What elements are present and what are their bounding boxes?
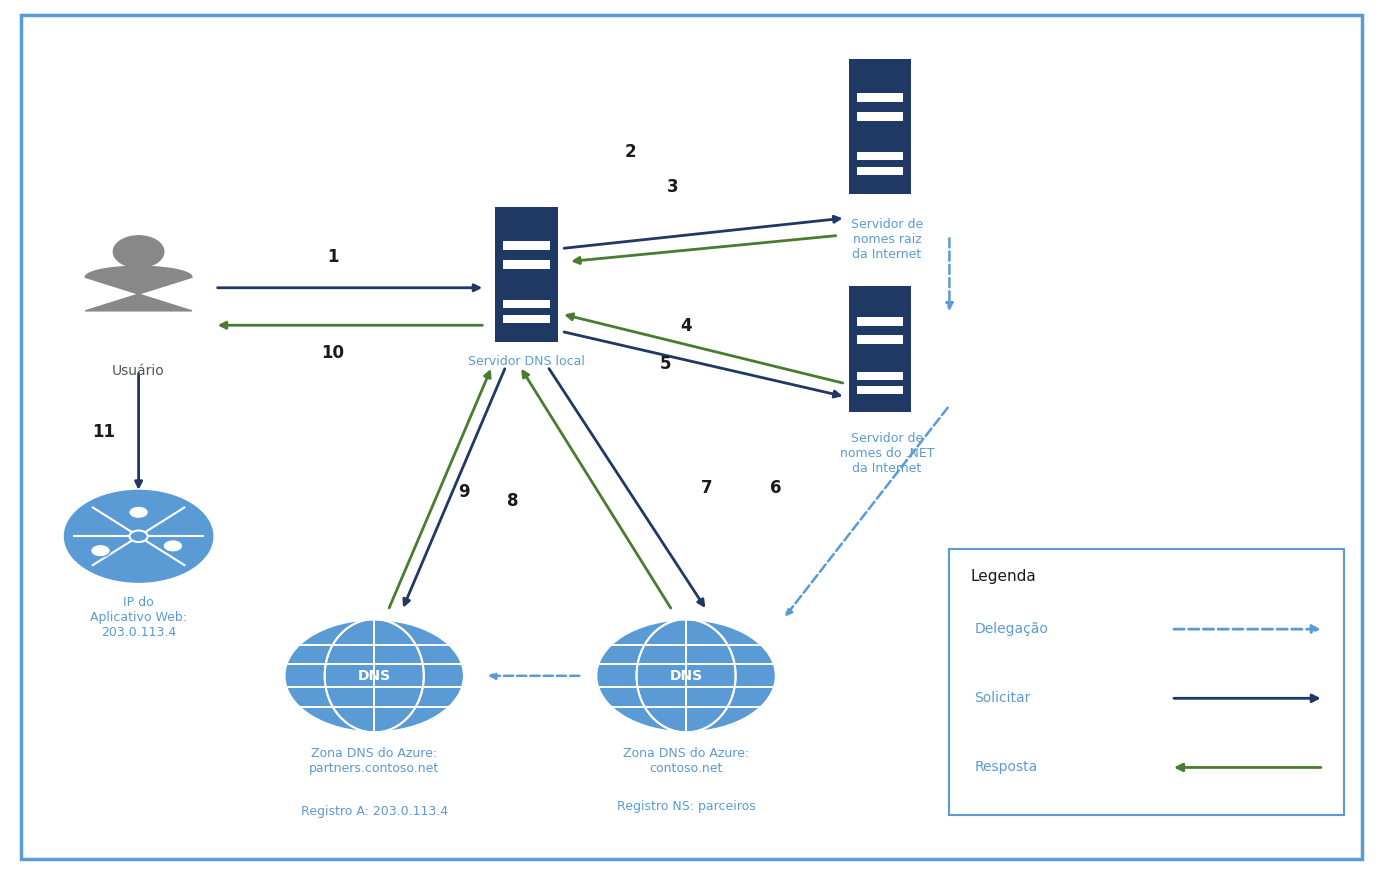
Text: Zona DNS do Azure:
contoso.net: Zona DNS do Azure: contoso.net [624, 747, 748, 775]
FancyBboxPatch shape [857, 152, 904, 160]
Text: 1: 1 [327, 248, 338, 266]
Text: Delegação: Delegação [974, 622, 1048, 637]
Text: Registro NS: parceiros: Registro NS: parceiros [617, 800, 755, 813]
Text: 8: 8 [507, 492, 518, 510]
Text: 10: 10 [322, 344, 344, 362]
FancyBboxPatch shape [857, 112, 904, 121]
Text: IP do
Aplicativo Web:
203.0.113.4: IP do Aplicativo Web: 203.0.113.4 [90, 596, 187, 638]
Text: 2: 2 [625, 143, 636, 161]
Circle shape [164, 540, 183, 552]
Circle shape [129, 530, 148, 542]
FancyBboxPatch shape [857, 335, 904, 344]
Text: DNS: DNS [358, 669, 391, 683]
Text: 5: 5 [660, 355, 671, 373]
Circle shape [62, 488, 215, 584]
FancyBboxPatch shape [857, 167, 904, 175]
Polygon shape [86, 266, 191, 310]
FancyBboxPatch shape [503, 260, 550, 269]
Text: Servidor DNS local: Servidor DNS local [468, 355, 585, 368]
Text: Usuário: Usuário [112, 364, 165, 378]
FancyBboxPatch shape [848, 59, 912, 194]
Circle shape [129, 506, 148, 519]
Text: DNS: DNS [669, 669, 703, 683]
Text: 3: 3 [667, 178, 678, 196]
Text: Resposta: Resposta [974, 760, 1038, 774]
Text: 7: 7 [701, 479, 712, 497]
FancyBboxPatch shape [503, 315, 550, 324]
FancyBboxPatch shape [857, 386, 904, 394]
Text: Servidor de
nomes raiz
da Internet: Servidor de nomes raiz da Internet [851, 218, 923, 261]
Text: 4: 4 [681, 317, 692, 336]
FancyBboxPatch shape [857, 92, 904, 102]
FancyBboxPatch shape [857, 317, 904, 326]
Text: Registro A: 203.0.113.4: Registro A: 203.0.113.4 [301, 805, 448, 818]
FancyBboxPatch shape [848, 286, 912, 412]
Text: 11: 11 [93, 423, 115, 440]
FancyBboxPatch shape [949, 549, 1344, 815]
Circle shape [596, 619, 776, 732]
FancyBboxPatch shape [503, 300, 550, 309]
Text: Servidor de
nomes do .NET
da Internet: Servidor de nomes do .NET da Internet [840, 432, 934, 474]
FancyBboxPatch shape [857, 372, 904, 380]
Circle shape [284, 619, 464, 732]
Text: 9: 9 [459, 483, 470, 501]
FancyBboxPatch shape [496, 208, 557, 342]
FancyBboxPatch shape [503, 241, 550, 250]
Text: Legenda: Legenda [970, 569, 1035, 583]
Text: 6: 6 [771, 479, 782, 497]
Circle shape [114, 235, 164, 268]
Text: Zona DNS do Azure:
partners.contoso.net: Zona DNS do Azure: partners.contoso.net [309, 747, 439, 775]
Circle shape [90, 544, 111, 557]
Text: Solicitar: Solicitar [974, 691, 1031, 705]
